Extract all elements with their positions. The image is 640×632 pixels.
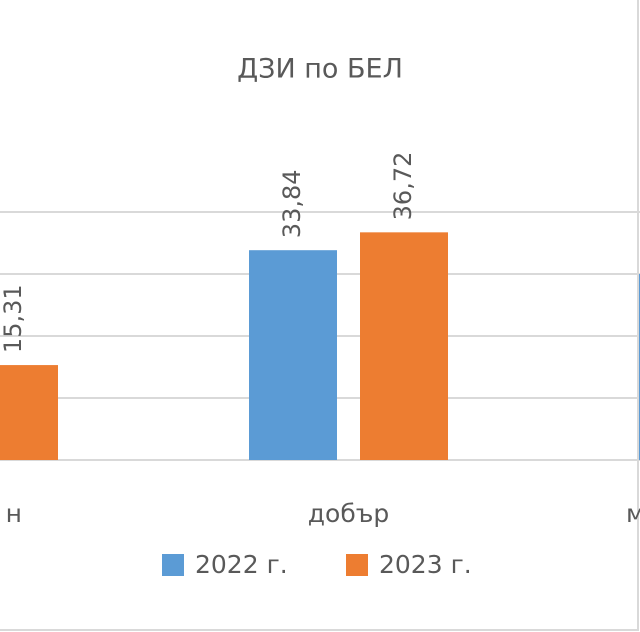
legend-swatch bbox=[162, 554, 184, 576]
chart-title: ДЗИ по БЕЛ bbox=[237, 54, 403, 85]
legend-swatch bbox=[346, 554, 368, 576]
x-tick-label: добър bbox=[308, 499, 390, 528]
x-tick-label: н bbox=[6, 499, 22, 528]
bar bbox=[0, 365, 58, 460]
value-label: 36,72 bbox=[389, 152, 417, 221]
bars bbox=[0, 232, 640, 460]
legend-label: 2022 г. bbox=[195, 550, 288, 579]
bar bbox=[360, 232, 448, 460]
value-label: 15,31 bbox=[0, 284, 27, 353]
value-label: 33,84 bbox=[278, 169, 306, 238]
legend-label: 2023 г. bbox=[379, 550, 472, 579]
x-tick-label: м bbox=[626, 499, 640, 528]
bar bbox=[249, 250, 337, 460]
